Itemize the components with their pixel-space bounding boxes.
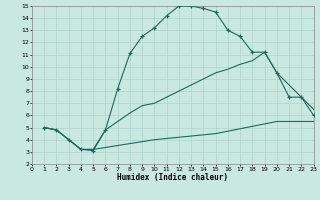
X-axis label: Humidex (Indice chaleur): Humidex (Indice chaleur)	[117, 173, 228, 182]
